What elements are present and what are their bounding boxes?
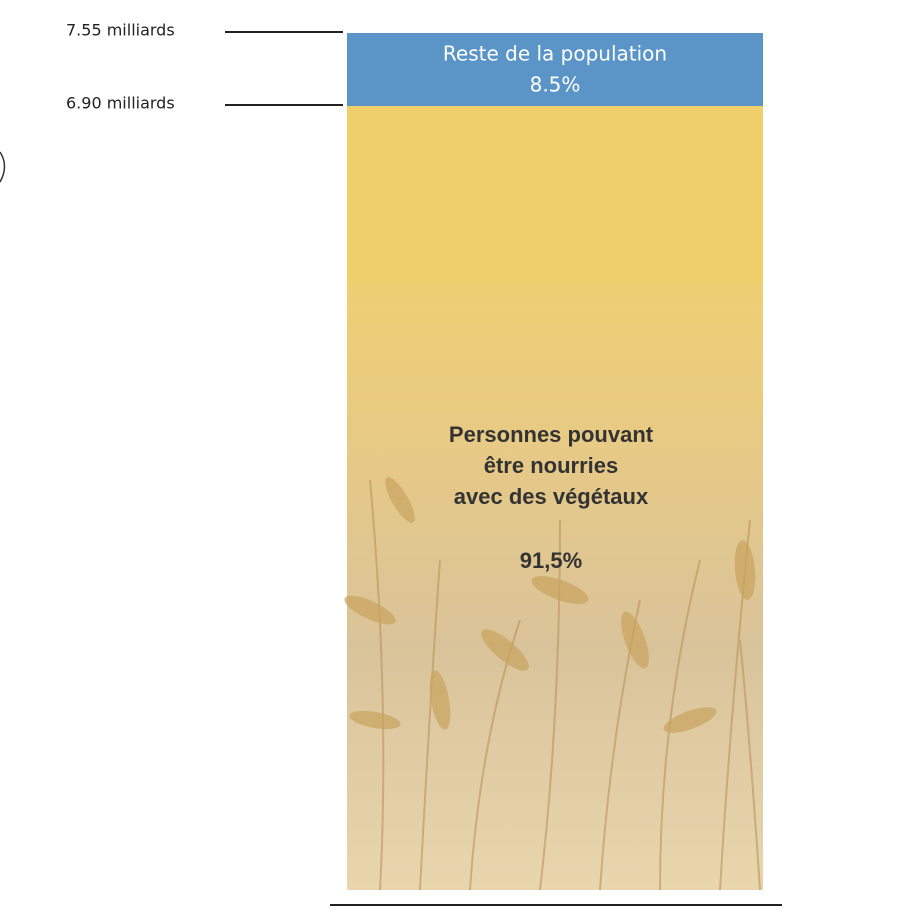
top-segment xyxy=(347,33,763,106)
wheat-ears xyxy=(344,477,756,733)
level-label: 7.55 milliards xyxy=(66,21,175,40)
main-segment-line: Personnes pouvant xyxy=(449,422,654,447)
main-segment xyxy=(347,106,763,283)
top-segment-share: 8.5% xyxy=(530,73,581,97)
edge-mark xyxy=(0,151,6,183)
top-segment-name: Reste de la population xyxy=(443,42,667,66)
level-label: 6.90 milliards xyxy=(66,94,175,113)
main-segment-line: être nourries xyxy=(484,453,619,478)
main-segment-line: avec des végétaux xyxy=(454,484,649,509)
main-segment-share: 91,5% xyxy=(520,548,582,573)
